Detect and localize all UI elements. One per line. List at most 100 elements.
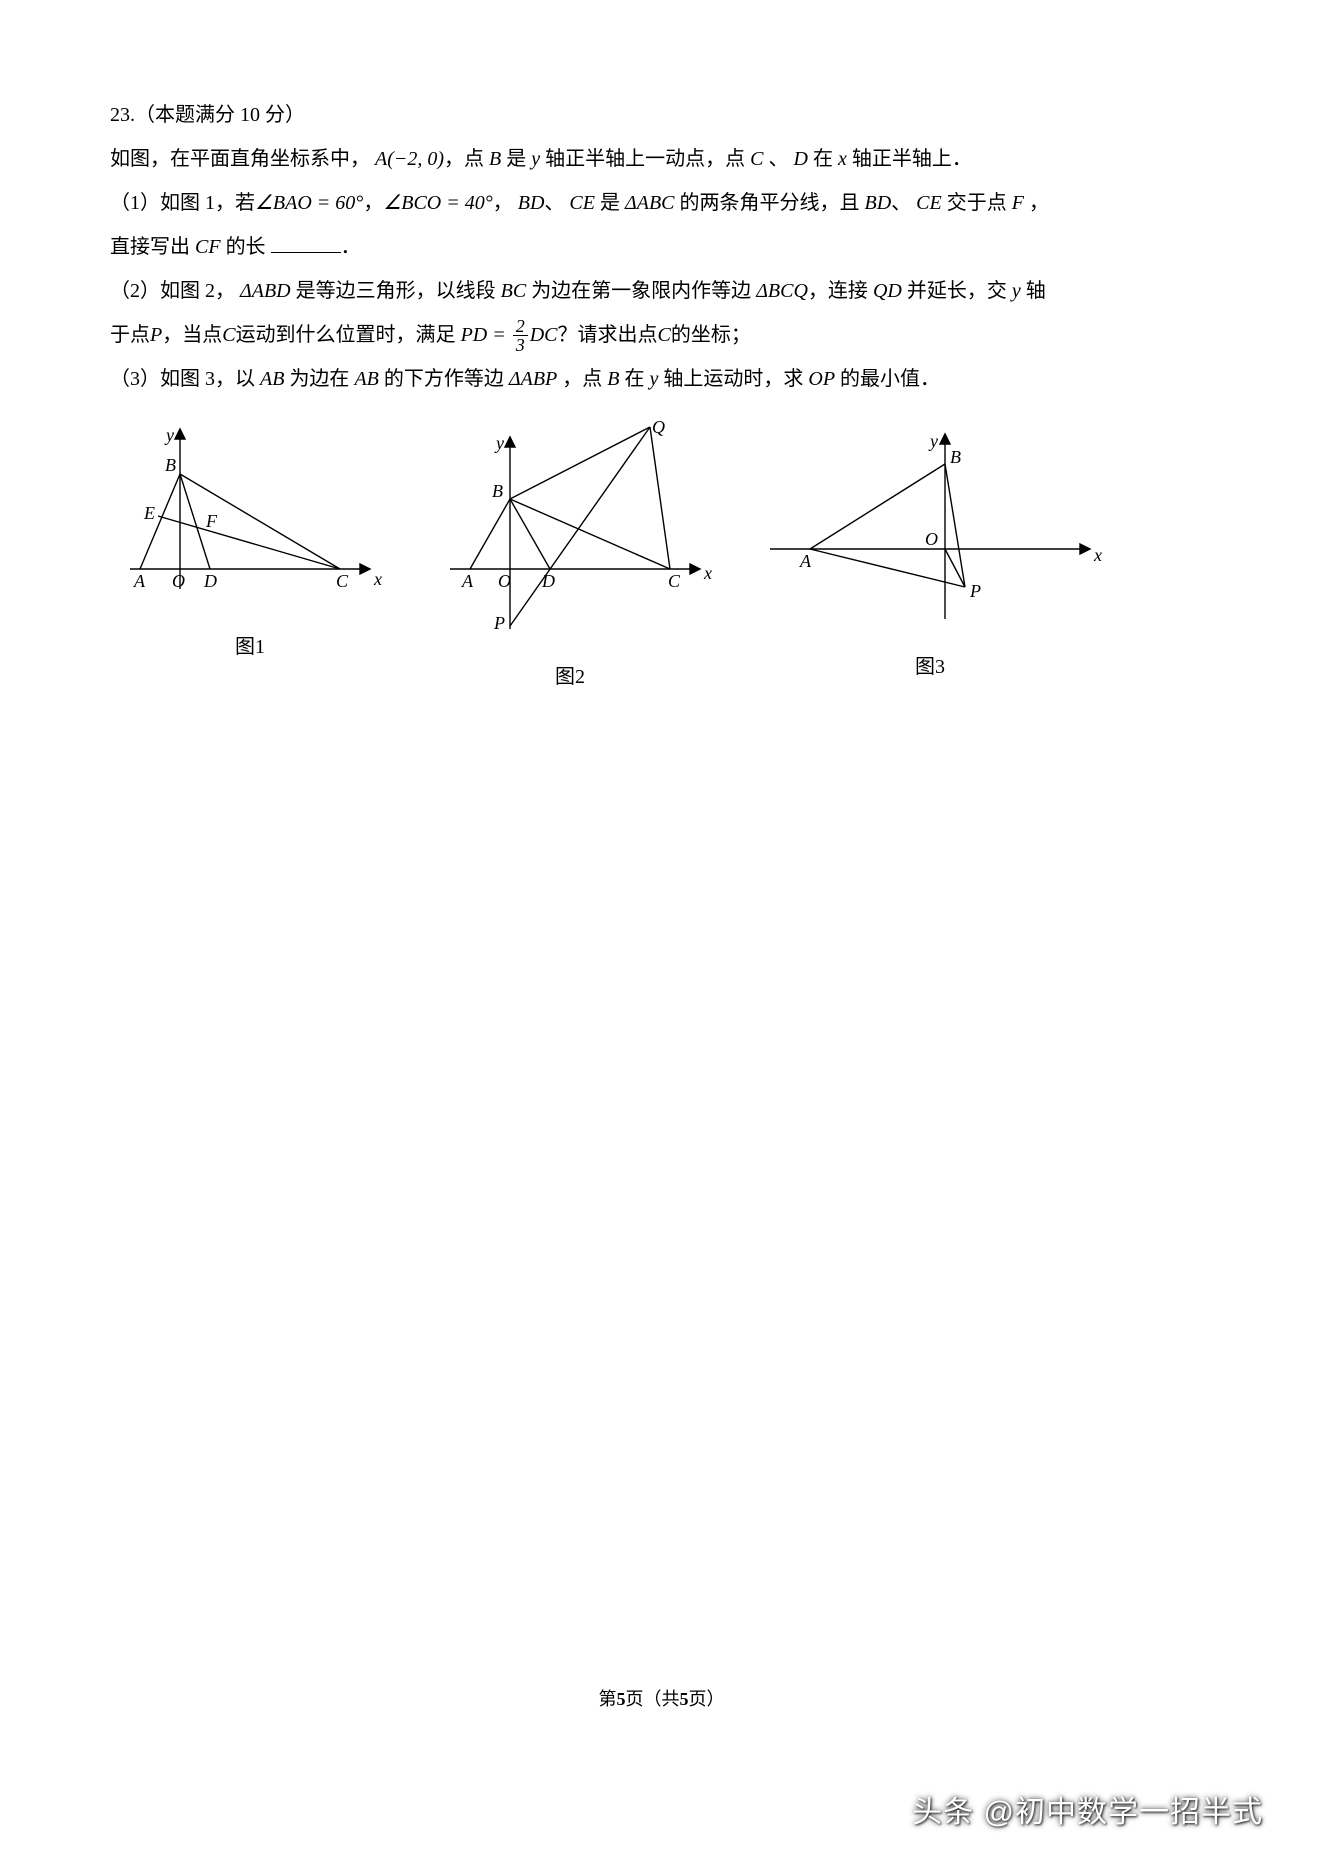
- t: 于点: [110, 315, 150, 355]
- axis-y: y: [526, 148, 540, 170]
- svg-text:O: O: [498, 571, 511, 591]
- part1-line1: （1）如图 1，若∠BAO = 60°，∠BCO = 40°， BD、 CE 是…: [110, 183, 1213, 223]
- tri-ABD: ΔABD: [235, 280, 291, 302]
- tri-ABP: ΔABP: [504, 368, 557, 390]
- svg-text:B: B: [950, 447, 961, 467]
- t: 轴: [1021, 280, 1046, 302]
- axis-x: x: [833, 148, 847, 170]
- t: 的坐标；: [671, 315, 751, 355]
- svg-text:B: B: [165, 455, 176, 475]
- t: 是: [595, 192, 620, 214]
- t: 页（共: [626, 1689, 680, 1709]
- svg-text:F: F: [205, 511, 218, 531]
- svg-text:A: A: [133, 571, 146, 591]
- svg-text:A: A: [799, 551, 812, 571]
- seg-DC: DC: [530, 315, 558, 355]
- t: ，: [162, 315, 182, 355]
- t: ，点: [557, 368, 602, 390]
- t: 的下方作等边: [379, 368, 504, 390]
- pt-C: C: [658, 315, 671, 355]
- t: ，: [1024, 192, 1049, 214]
- svg-text:x: x: [703, 563, 712, 583]
- svg-text:y: y: [928, 431, 938, 451]
- figures-row: y x A O D C B E F 图1: [110, 419, 1213, 689]
- pt-P: P: [150, 315, 162, 355]
- svg-text:y: y: [164, 425, 174, 445]
- frac-den: 3: [513, 336, 528, 354]
- seg-BC: BC: [496, 280, 527, 302]
- tri-ABC: ΔABC: [620, 192, 675, 214]
- A-coord: A(−2, 0): [370, 148, 444, 170]
- t: 页）: [689, 1689, 725, 1709]
- t: 的最小值．: [835, 368, 940, 390]
- svg-text:x: x: [373, 569, 382, 589]
- t: ．: [341, 236, 361, 258]
- t: （2）如图 2，: [110, 280, 235, 302]
- page-num: 5: [617, 1689, 626, 1709]
- t: （3）如图 3，以: [110, 368, 255, 390]
- pt-C: C: [222, 315, 235, 355]
- seg-AB: AB: [255, 368, 284, 390]
- t: 如图，在平面直角坐标系中，: [110, 148, 370, 170]
- t: 直接写出: [110, 236, 190, 258]
- fig2-svg: y x A O D C B Q P: [420, 419, 720, 649]
- t: 并延长，交: [902, 280, 1007, 302]
- seg-BD: BD: [860, 192, 892, 214]
- page: 23.（本题满分 10 分） 如图，在平面直角坐标系中， A(−2, 0)，点 …: [0, 0, 1323, 689]
- seg-CE: CE: [564, 192, 595, 214]
- q-number: 23.: [110, 104, 135, 126]
- answer-blank: [271, 233, 341, 253]
- part1-line2: 直接写出 CF 的长 ．: [110, 227, 1213, 267]
- q-score: （本题满分 10 分）: [135, 104, 305, 126]
- fig1-label: 图1: [110, 630, 390, 659]
- svg-text:P: P: [969, 581, 981, 601]
- pt-C: C: [745, 148, 763, 170]
- t: 第: [599, 1689, 617, 1709]
- ang-BCO: ∠BCO = 40°: [383, 192, 492, 214]
- pt-B: B: [602, 368, 619, 390]
- axis-y: y: [1007, 280, 1021, 302]
- svg-text:C: C: [336, 571, 349, 591]
- t: 轴上运动时，求: [658, 368, 803, 390]
- svg-text:D: D: [541, 571, 555, 591]
- t: 交于点: [942, 192, 1007, 214]
- t: 的长: [221, 236, 271, 258]
- svg-text:x: x: [1093, 545, 1102, 565]
- figure-1: y x A O D C B E F 图1: [110, 419, 390, 659]
- svg-text:y: y: [494, 433, 504, 453]
- watermark: 头条 @初中数学一招半式: [912, 1787, 1263, 1831]
- seg-CE: CE: [911, 192, 942, 214]
- seg-AB: AB: [349, 368, 378, 390]
- svg-text:E: E: [143, 503, 155, 523]
- t: 轴正半轴上一动点，点: [540, 148, 745, 170]
- part3-line: （3）如图 3，以 AB 为边在 AB 的下方作等边 ΔABP ，点 B 在 y…: [110, 359, 1213, 399]
- fraction: 23: [513, 317, 528, 354]
- t: 在: [808, 148, 833, 170]
- seg-QD: QD: [868, 280, 902, 302]
- t: ，点: [444, 148, 484, 170]
- t: ，: [363, 192, 383, 214]
- fig3-svg: y x A O B P: [750, 419, 1110, 639]
- t: ，: [493, 192, 513, 214]
- svg-text:O: O: [172, 571, 185, 591]
- t: 轴正半轴上．: [847, 148, 972, 170]
- axis-y: y: [644, 368, 658, 390]
- t: 运动到什么位置时，满足: [236, 315, 456, 355]
- t: 是等边三角形，以线段: [291, 280, 496, 302]
- tri-BCQ: ΔBCQ: [751, 280, 808, 302]
- t: 在: [619, 368, 644, 390]
- t: 为边在第一象限内作等边: [526, 280, 751, 302]
- fig1-svg: y x A O D C B E F: [110, 419, 390, 619]
- svg-text:O: O: [925, 529, 938, 549]
- fig2-label: 图2: [420, 660, 720, 689]
- question-header: 23.（本题满分 10 分）: [110, 95, 1213, 135]
- svg-text:D: D: [203, 571, 217, 591]
- seg-BD: BD: [513, 192, 545, 214]
- intro-line: 如图，在平面直角坐标系中， A(−2, 0)，点 B 是 y 轴正半轴上一动点，…: [110, 139, 1213, 179]
- seg-PD: PD: [461, 315, 488, 355]
- t: ，连接: [808, 280, 868, 302]
- figure-2: y x A O D C B Q P 图2: [420, 419, 720, 689]
- t: 为边在: [284, 368, 349, 390]
- svg-text:A: A: [461, 571, 474, 591]
- t: 、: [764, 148, 789, 170]
